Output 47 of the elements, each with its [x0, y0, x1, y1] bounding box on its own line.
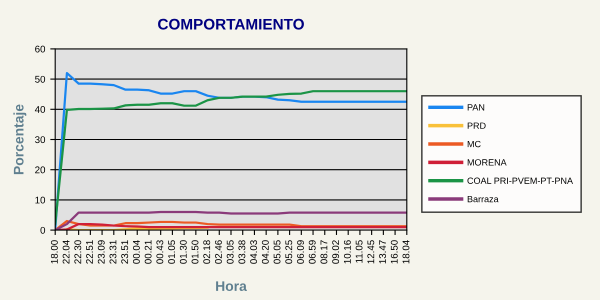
x-tick-label: 12.45	[367, 240, 374, 264]
y-tick-label: 30	[35, 136, 46, 144]
chart-title: COMPORTAMIENTO	[158, 18, 304, 30]
x-tick-label: 04.20	[262, 240, 269, 264]
y-tick-label: 20	[35, 166, 46, 174]
y-tick-label: 40	[34, 106, 46, 113]
x-tick-label: 16.50	[390, 240, 398, 264]
x-tick-label: 22.30	[74, 240, 82, 264]
x-axis-title: Hora	[216, 281, 247, 292]
x-tick-label: 09.02	[332, 240, 340, 264]
legend-label: PRD	[468, 122, 486, 129]
y-tick-label: 0	[40, 226, 46, 234]
x-tick-label: 03.05	[226, 240, 234, 264]
x-tick-label: 02.46	[215, 240, 222, 264]
legend-label: COAL PRI-PVEM-PT-PNA	[467, 178, 573, 184]
x-tick-label: 23.09	[98, 240, 105, 264]
x-tick-label: 23.31	[110, 240, 116, 264]
legend-label: PAN	[468, 104, 484, 110]
x-tick-label: 00.21	[144, 240, 152, 264]
y-axis-title: Porcentaje	[13, 104, 26, 174]
y-tick-label: 50	[35, 76, 46, 83]
x-tick-label: 01.50	[192, 240, 198, 264]
y-tick-label: 10	[35, 196, 46, 204]
x-tick-label: 08.17	[320, 240, 328, 264]
x-tick-label: 06.59	[308, 240, 316, 264]
x-tick-label: 01.30	[180, 240, 187, 264]
legend-label: MC	[468, 140, 481, 148]
legend-label: MORENA	[468, 159, 507, 166]
x-tick-label: 23.51	[121, 240, 128, 264]
x-tick-label: 18.00	[50, 240, 58, 264]
x-tick-label: 05.05	[274, 240, 280, 264]
x-tick-label: 05.25	[285, 240, 292, 264]
x-tick-label: 13.47	[379, 240, 386, 264]
x-tick-label: 06.09	[297, 240, 304, 264]
y-tick-label: 60	[35, 46, 46, 53]
legend-label: Barraza	[468, 196, 499, 202]
x-tick-label: 18.04	[402, 240, 410, 264]
x-tick-label: 03.38	[238, 240, 246, 264]
x-tick-label: 04.03	[250, 240, 258, 264]
x-tick-label: 01.05	[168, 240, 176, 264]
x-tick-label: 02.18	[203, 240, 210, 264]
x-tick-label: 22.51	[86, 240, 93, 264]
x-tick-label: 00.43	[156, 240, 164, 264]
x-tick-label: 11.05	[356, 240, 363, 263]
x-tick-label: 00.04	[132, 240, 140, 264]
x-tick-label: 22.04	[62, 240, 70, 264]
x-tick-label: 10.16	[344, 240, 351, 264]
